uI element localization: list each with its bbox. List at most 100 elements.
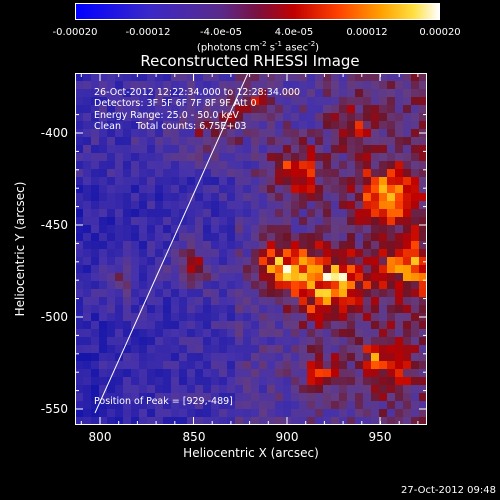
image-pixel	[355, 345, 364, 354]
image-pixel	[227, 297, 236, 306]
image-pixel	[419, 257, 427, 266]
image-pixel	[75, 401, 84, 410]
image-pixel	[235, 185, 244, 194]
image-pixel	[171, 305, 180, 314]
image-pixel	[251, 137, 260, 146]
image-pixel	[195, 241, 204, 250]
image-pixel	[403, 241, 412, 250]
image-pixel	[259, 345, 268, 354]
image-pixel	[235, 193, 244, 202]
image-pixel	[259, 177, 268, 186]
image-pixel	[123, 313, 132, 322]
image-pixel	[355, 337, 364, 346]
image-pixel	[219, 217, 228, 226]
image-pixel	[203, 417, 212, 425]
image-pixel	[403, 161, 412, 170]
image-pixel	[131, 337, 140, 346]
image-pixel	[379, 137, 388, 146]
image-pixel	[227, 193, 236, 202]
image-pixel	[75, 289, 84, 298]
image-pixel	[387, 313, 396, 322]
image-pixel	[227, 113, 236, 122]
image-pixel	[283, 169, 292, 178]
image-pixel	[243, 377, 252, 386]
image-pixel	[419, 361, 427, 370]
image-pixel	[195, 153, 204, 162]
image-pixel	[115, 241, 124, 250]
image-pixel	[363, 193, 372, 202]
image-pixel	[75, 417, 84, 425]
image-pixel	[347, 105, 356, 114]
image-pixel	[203, 313, 212, 322]
image-pixel	[219, 321, 228, 330]
image-pixel	[91, 369, 100, 378]
image-pixel	[227, 89, 236, 98]
image-pixel	[211, 273, 220, 282]
image-pixel	[123, 385, 132, 394]
image-pixel	[155, 353, 164, 362]
image-pixel	[83, 73, 92, 82]
image-pixel	[411, 121, 420, 130]
image-pixel	[203, 225, 212, 234]
image-pixel	[299, 377, 308, 386]
image-pixel	[187, 73, 196, 82]
colorbar-tick-label: -0.00012	[125, 27, 171, 38]
image-pixel	[235, 153, 244, 162]
image-pixel	[283, 153, 292, 162]
image-pixel	[331, 361, 340, 370]
image-pixel	[251, 297, 260, 306]
image-pixel	[155, 265, 164, 274]
image-pixel	[283, 209, 292, 218]
image-pixel	[291, 153, 300, 162]
image-pixel	[339, 225, 348, 234]
image-pixel	[291, 273, 300, 282]
colorbar-units: (photons cm-2 s-1 asec-2)	[196, 40, 320, 54]
image-pixel	[371, 393, 380, 402]
image-pixel	[283, 273, 292, 282]
image-pixel	[419, 393, 427, 402]
image-pixel	[251, 281, 260, 290]
image-pixel	[91, 169, 100, 178]
image-pixel	[163, 209, 172, 218]
image-pixel	[419, 169, 427, 178]
image-pixel	[123, 233, 132, 242]
image-pixel	[355, 185, 364, 194]
image-pixel	[379, 185, 388, 194]
image-pixel	[203, 185, 212, 194]
image-pixel	[75, 233, 84, 242]
image-pixel	[131, 273, 140, 282]
image-pixel	[355, 217, 364, 226]
image-pixel	[387, 105, 396, 114]
image-pixel	[91, 233, 100, 242]
image-pixel	[419, 249, 427, 258]
image-pixel	[251, 73, 260, 82]
image-pixel	[347, 241, 356, 250]
image-pixel	[131, 369, 140, 378]
image-pixel	[123, 377, 132, 386]
image-pixel	[363, 97, 372, 106]
image-pixel	[411, 289, 420, 298]
image-pixel	[171, 329, 180, 338]
image-pixel	[147, 209, 156, 218]
image-pixel	[315, 321, 324, 330]
image-pixel	[315, 209, 324, 218]
image-pixel	[299, 321, 308, 330]
image-pixel	[203, 257, 212, 266]
image-pixel	[347, 417, 356, 425]
image-pixel	[387, 409, 396, 418]
image-pixel	[251, 81, 260, 90]
image-pixel	[403, 257, 412, 266]
image-pixel	[275, 177, 284, 186]
image-pixel	[371, 129, 380, 138]
image-pixel	[315, 305, 324, 314]
image-pixel	[355, 257, 364, 266]
image-pixel	[363, 273, 372, 282]
image-pixel	[123, 297, 132, 306]
image-pixel	[283, 409, 292, 418]
image-pixel	[299, 145, 308, 154]
image-pixel	[163, 121, 172, 130]
image-pixel	[379, 105, 388, 114]
image-pixel	[291, 81, 300, 90]
image-pixel	[307, 313, 316, 322]
image-pixel	[243, 337, 252, 346]
